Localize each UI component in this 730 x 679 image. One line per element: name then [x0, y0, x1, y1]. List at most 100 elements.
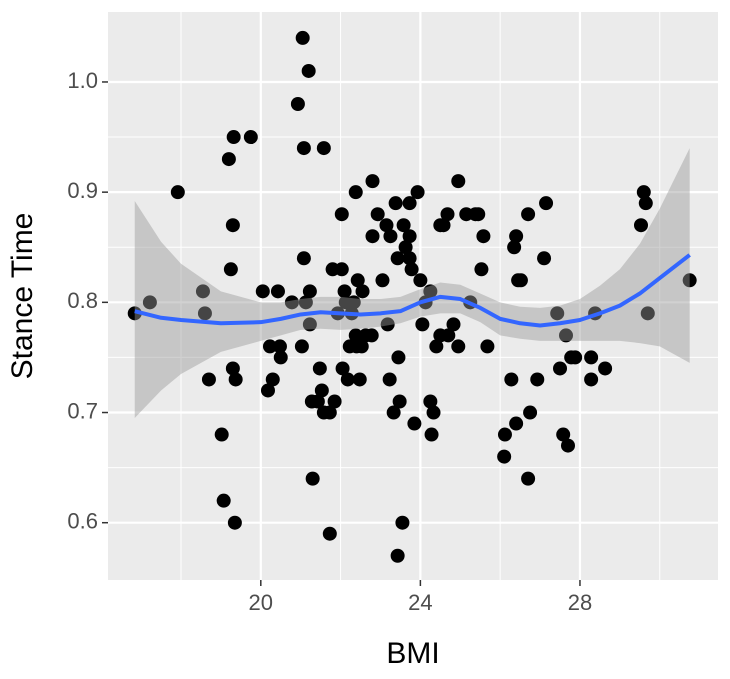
- y-tick-label: 0.9: [67, 178, 98, 203]
- data-point: [509, 229, 524, 244]
- data-point: [513, 273, 528, 288]
- data-point: [584, 372, 599, 387]
- data-point: [273, 350, 288, 365]
- data-point: [598, 361, 613, 376]
- data-point: [260, 383, 275, 398]
- data-point: [504, 372, 519, 387]
- data-point: [497, 449, 512, 464]
- data-point: [390, 548, 405, 563]
- x-axis-title: BMI: [386, 637, 439, 670]
- x-tick-label: 24: [408, 590, 432, 615]
- data-point: [415, 317, 430, 332]
- data-point: [402, 196, 417, 211]
- data-point: [225, 361, 240, 376]
- data-point: [436, 218, 451, 233]
- data-point: [396, 218, 411, 233]
- data-point: [223, 262, 238, 277]
- data-point: [327, 394, 342, 409]
- data-point: [302, 284, 317, 299]
- data-point: [556, 427, 571, 442]
- data-point: [337, 284, 352, 299]
- data-point: [312, 361, 327, 376]
- data-point: [216, 493, 231, 508]
- data-point: [301, 63, 316, 78]
- data-point: [446, 317, 461, 332]
- x-tick-label: 20: [249, 590, 273, 615]
- data-point: [471, 207, 486, 222]
- data-point: [550, 306, 565, 321]
- data-point: [391, 350, 406, 365]
- data-point: [355, 284, 370, 299]
- data-point: [423, 284, 438, 299]
- data-point: [296, 251, 311, 266]
- data-point: [423, 394, 438, 409]
- data-point: [474, 262, 489, 277]
- data-point: [294, 339, 309, 354]
- x-tick-label: 28: [568, 590, 592, 615]
- data-point: [305, 471, 320, 486]
- data-point: [314, 383, 329, 398]
- data-point: [413, 273, 428, 288]
- data-point: [334, 262, 349, 277]
- data-point: [340, 372, 355, 387]
- data-point: [402, 251, 417, 266]
- data-point: [221, 152, 236, 167]
- data-point: [560, 438, 575, 453]
- data-point: [255, 284, 270, 299]
- data-point: [214, 427, 229, 442]
- data-point: [521, 207, 536, 222]
- data-point: [227, 515, 242, 530]
- data-point: [201, 372, 216, 387]
- data-point: [509, 416, 524, 431]
- data-point: [290, 97, 305, 112]
- data-point: [334, 207, 349, 222]
- data-point: [228, 372, 243, 387]
- data-point: [265, 372, 280, 387]
- data-point: [402, 229, 417, 244]
- data-point: [322, 405, 337, 420]
- data-point: [429, 339, 444, 354]
- data-point: [226, 130, 241, 145]
- data-point: [440, 207, 455, 222]
- data-point: [284, 295, 299, 310]
- data-point: [497, 427, 512, 442]
- data-point: [386, 405, 401, 420]
- data-point: [388, 196, 403, 211]
- data-point: [243, 130, 258, 145]
- y-axis-title: Stance Time: [6, 213, 39, 380]
- data-point: [335, 361, 350, 376]
- data-point: [424, 427, 439, 442]
- data-point: [383, 229, 398, 244]
- data-point: [553, 361, 568, 376]
- data-point: [568, 350, 583, 365]
- data-point: [395, 515, 410, 530]
- data-point: [382, 372, 397, 387]
- y-tick-label: 1.0: [67, 68, 98, 93]
- data-point: [638, 196, 653, 211]
- data-point: [636, 185, 651, 200]
- data-point: [523, 405, 538, 420]
- data-point: [262, 339, 277, 354]
- y-tick-label: 0.8: [67, 288, 98, 313]
- data-point: [390, 251, 405, 266]
- data-point: [346, 295, 361, 310]
- data-point: [365, 229, 380, 244]
- data-point: [295, 30, 310, 45]
- data-point: [537, 251, 552, 266]
- data-point: [682, 273, 697, 288]
- data-point: [521, 471, 536, 486]
- data-point: [127, 306, 142, 321]
- data-point: [451, 174, 466, 189]
- data-point: [270, 284, 285, 299]
- data-point: [370, 207, 385, 222]
- data-point: [392, 394, 407, 409]
- data-point: [426, 405, 441, 420]
- data-point: [364, 328, 379, 343]
- data-point: [296, 141, 311, 156]
- data-point: [322, 526, 337, 541]
- data-point: [640, 306, 655, 321]
- smooth-line: [134, 253, 691, 328]
- plot-panel: [108, 12, 718, 580]
- data-point: [476, 229, 491, 244]
